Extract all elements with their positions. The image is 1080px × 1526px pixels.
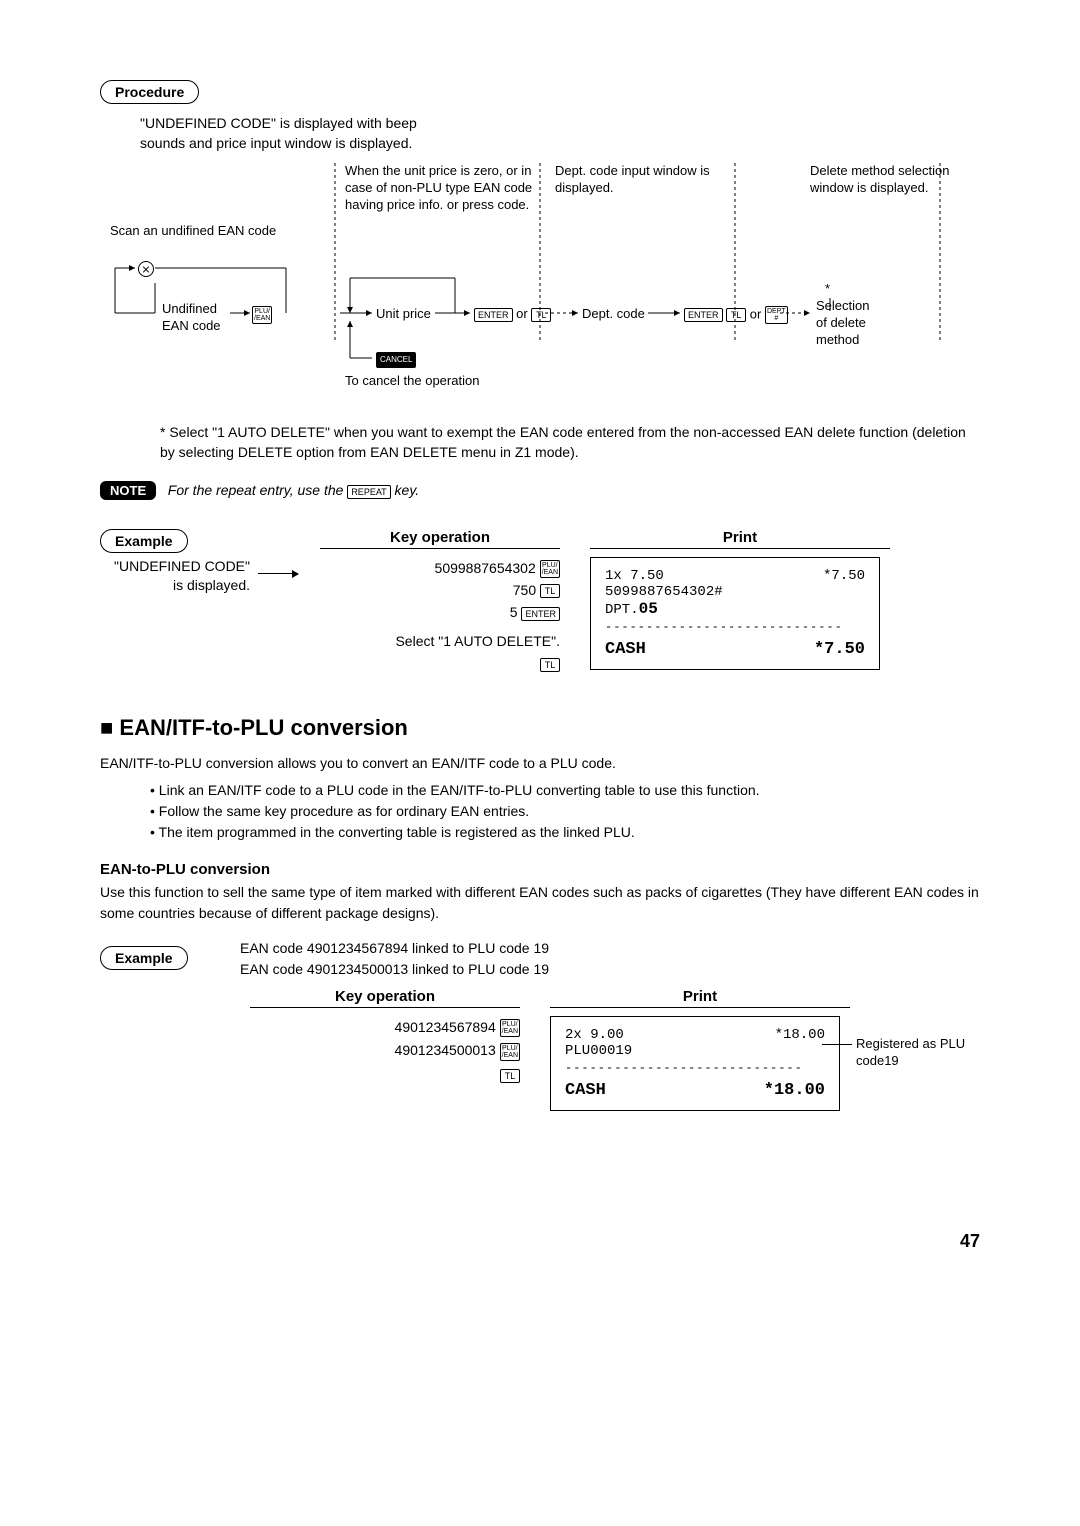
- r2-l2: PLU00019: [565, 1043, 825, 1059]
- r1-cash-r: *7.50: [814, 640, 865, 659]
- example2-keyop: Key operation 4901234567894 PLU//EAN 490…: [250, 988, 520, 1087]
- ex2-link2: EAN code 4901234500013 linked to PLU cod…: [240, 959, 549, 980]
- dept-code-label: Dept. code: [582, 306, 645, 323]
- note-line: NOTE For the repeat entry, use the REPEA…: [100, 482, 980, 498]
- bullet-2: Follow the same key procedure as for ord…: [150, 801, 980, 822]
- scan-label: Scan an undifined EAN code: [110, 223, 330, 240]
- note-before: For the repeat entry, use the: [168, 482, 348, 498]
- ex2-op2-key: PLU//EAN: [500, 1043, 520, 1061]
- barcode-icon: [138, 261, 154, 277]
- note-after: key.: [391, 482, 420, 498]
- ex1-line1-text: 5099887654302: [435, 560, 536, 576]
- delete-window-label: Delete method selection window is displa…: [810, 163, 980, 197]
- selection-line1: Selection: [816, 298, 869, 313]
- enter-key: ENTER: [474, 308, 513, 322]
- example2-badge: Example: [100, 946, 188, 970]
- section2-subintro: Use this function to sell the same type …: [100, 882, 980, 924]
- dept-key: DEPT#: [765, 306, 788, 324]
- side-note: Registered as PLU code19: [856, 988, 966, 1070]
- or-text-1: or: [516, 306, 528, 321]
- r1-l1l: 1x 7.50: [605, 568, 664, 584]
- r2-cash-r: *18.00: [764, 1081, 825, 1100]
- enter-or-tl: ENTER or TL: [474, 306, 551, 323]
- unit-price-note: When the unit price is zero, or in case …: [345, 163, 535, 214]
- example2-print: Print 2x 9.00 *18.00 PLU00019 -----------…: [550, 988, 850, 1111]
- ex2-op2-text: 4901234500013: [395, 1042, 496, 1058]
- unit-price-label: Unit price: [376, 306, 431, 323]
- page-number: 47: [100, 1231, 980, 1252]
- ex2-op1-key: PLU//EAN: [500, 1019, 520, 1037]
- procedure-footnote: * Select "1 AUTO DELETE" when you want t…: [160, 423, 980, 462]
- ex2-op3-key: TL: [500, 1069, 520, 1083]
- undefined-line1: Undifined: [162, 301, 217, 316]
- section2-bullets: Link an EAN/ITF code to a PLU code in th…: [150, 780, 980, 843]
- dept-window-label: Dept. code input window is displayed.: [555, 163, 725, 197]
- ex2-link1: EAN code 4901234567894 linked to PLU cod…: [240, 938, 549, 959]
- repeat-key: REPEAT: [347, 485, 390, 499]
- star-marker: *: [825, 281, 830, 298]
- undefined-label: Undifined EAN code: [162, 301, 221, 335]
- flowchart-svg: [110, 163, 980, 413]
- r1-l3: DPT.05: [605, 602, 658, 618]
- enter-tl-or-dept: ENTER TL or DEPT#: [684, 306, 788, 324]
- note-badge: NOTE: [100, 481, 156, 500]
- bullet-3: The item programmed in the converting ta…: [150, 822, 980, 843]
- undefined-code-label: "UNDEFINED CODE" is displayed.: [110, 557, 250, 596]
- section2-subhead: EAN-to-PLU conversion: [100, 861, 980, 878]
- enter-key-2: ENTER: [684, 308, 723, 322]
- ex1-line3-text: 5: [510, 604, 518, 620]
- section2-heading: EAN/ITF-to-PLU conversion: [100, 715, 980, 741]
- ex1-line1-key: PLU//EAN: [540, 560, 560, 578]
- section2-intro: EAN/ITF-to-PLU conversion allows you to …: [100, 753, 980, 774]
- or-text-2: or: [750, 307, 762, 322]
- ex2-op1-text: 4901234567894: [395, 1019, 496, 1035]
- print-header-2: Print: [550, 988, 850, 1008]
- example1-print: Print 1x 7.50 *7.50 5099887654302# DPT.05…: [590, 529, 890, 670]
- receipt-2: 2x 9.00 *18.00 PLU00019 -----------------…: [550, 1016, 840, 1111]
- receipt-1: 1x 7.50 *7.50 5099887654302# DPT.05 -----…: [590, 557, 880, 670]
- print-header-1: Print: [590, 529, 890, 549]
- example1-row: Example Key operation "UNDEFINED CODE" i…: [100, 529, 980, 675]
- procedure-flowchart: Scan an undifined EAN code Undifined EAN…: [110, 163, 980, 413]
- bullet-1: Link an EAN/ITF code to a PLU code in th…: [150, 780, 980, 801]
- cancel-key: CANCEL: [376, 352, 416, 368]
- r1-cash-l: CASH: [605, 640, 646, 659]
- example1-keyop: Key operation "UNDEFINED CODE" is displa…: [240, 529, 560, 675]
- r2-cash-l: CASH: [565, 1081, 606, 1100]
- side-note-text: Registered as PLU code19: [856, 1036, 965, 1068]
- ex1-line2-key: TL: [540, 584, 560, 598]
- plu-key-1: PLU//EAN: [252, 306, 272, 324]
- selection-line2: of delete: [816, 315, 866, 330]
- keyop-header-2: Key operation: [250, 988, 520, 1008]
- tl-key-1: TL: [531, 308, 551, 322]
- cancel-key-wrap: CANCEL: [376, 351, 416, 368]
- selection-label: Selection of delete method: [816, 298, 869, 349]
- r2-l1l: 2x 9.00: [565, 1027, 624, 1043]
- procedure-badge: Procedure: [100, 80, 199, 104]
- ex1-line2-text: 750: [513, 582, 536, 598]
- procedure-section: Procedure "UNDEFINED CODE" is displayed …: [100, 80, 980, 499]
- undefined-line2: EAN code: [162, 318, 221, 333]
- r1-l1r: *7.50: [823, 568, 865, 584]
- cancel-label: To cancel the operation: [345, 373, 479, 390]
- ex1-select-key: TL: [540, 658, 560, 672]
- ex1-line3-key: ENTER: [521, 607, 560, 621]
- r1-l2: 5099887654302#: [605, 584, 865, 600]
- tl-key-2: TL: [726, 308, 746, 322]
- arrow-icon: [258, 573, 298, 574]
- r1-sep: -----------------------------: [605, 620, 865, 634]
- r2-l1r: *18.00: [775, 1027, 825, 1043]
- r2-sep: -----------------------------: [565, 1061, 825, 1075]
- barcode-icon-wrap: [138, 260, 154, 277]
- ex1-select-line: Select "1 AUTO DELETE".: [395, 633, 560, 649]
- procedure-intro: "UNDEFINED CODE" is displayed with beep …: [140, 114, 440, 153]
- keyop-header-1: Key operation: [320, 529, 560, 549]
- example1-badge: Example: [100, 529, 188, 553]
- selection-line3: method: [816, 332, 859, 347]
